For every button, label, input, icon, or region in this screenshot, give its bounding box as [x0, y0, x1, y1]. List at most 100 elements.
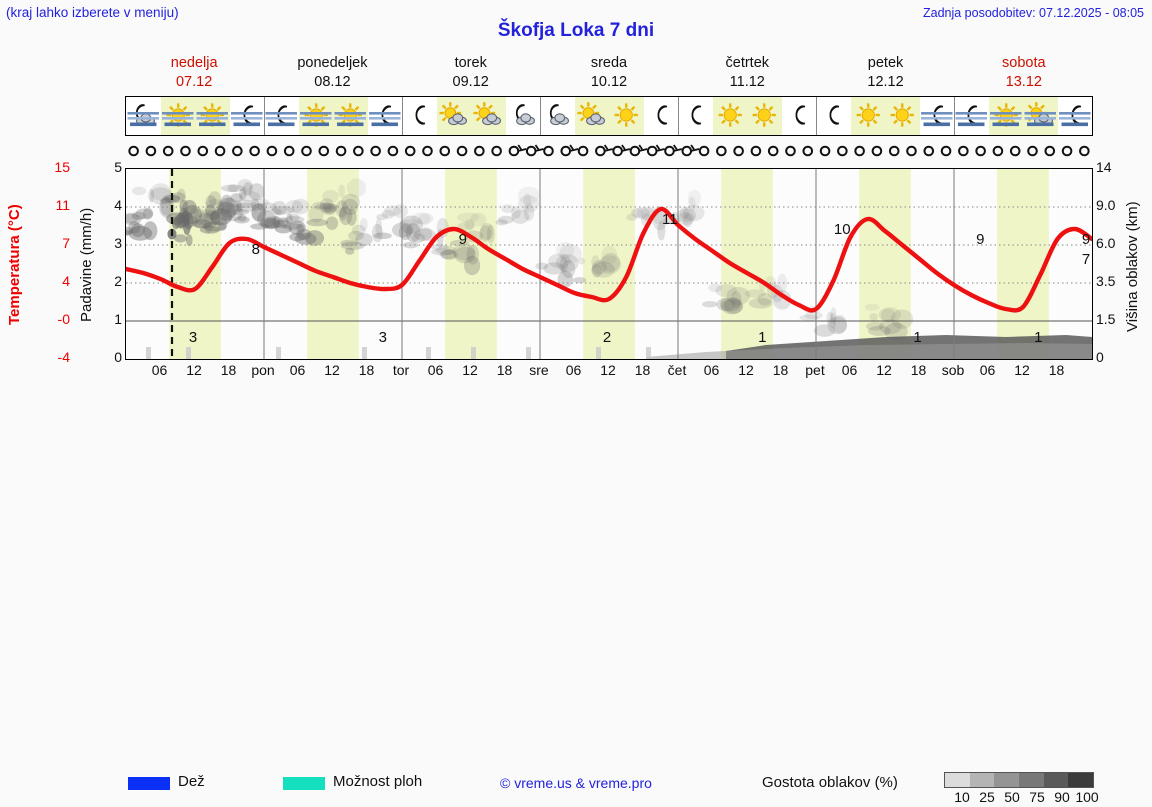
cloud-density-step: [945, 773, 970, 787]
temperature-tick: 15: [54, 159, 70, 175]
weather-icon-cell: [126, 97, 161, 135]
time-tick-label: 06: [703, 362, 720, 378]
sun-cloud-icon: [1023, 97, 1058, 135]
weather-icon-cell: [920, 97, 955, 135]
showers-swatch: [283, 777, 325, 790]
page-title: Škofja Loka 7 dni: [497, 20, 655, 41]
cloud-density-title: Gostota oblakov (%): [762, 774, 898, 791]
sun-icon: [713, 97, 748, 135]
moon-icon: [920, 97, 955, 135]
temperature-axis-label: Temperatura (°C): [6, 204, 23, 326]
weather-icon-cell: [850, 97, 885, 135]
temp-min-label: 3: [188, 329, 198, 346]
cloudheight-tick: 14: [1096, 159, 1112, 175]
sun-icon: [333, 97, 368, 135]
time-tick-label: 18: [220, 362, 237, 378]
moon-icon: [678, 97, 713, 135]
temp-max-label: 9: [1081, 231, 1091, 248]
time-tick-label: 18: [496, 362, 513, 378]
moon-icon: [230, 97, 265, 135]
sun-cloud-icon: [575, 97, 610, 135]
moon-icon: [368, 97, 403, 135]
time-tick-label: 06: [151, 362, 168, 378]
rain-swatch: [128, 777, 170, 790]
temp-min-label: 3: [378, 329, 387, 346]
moon-icon: [816, 97, 851, 135]
temp-max-label: 8: [251, 241, 260, 258]
moon-icon: [402, 97, 437, 135]
weather-icon-cell: [264, 97, 299, 135]
cloudheight-tick: 0: [1096, 349, 1104, 365]
precipitation-tick-labels: 5 4 3 2 1 0: [96, 159, 122, 365]
time-tick-label: 18: [634, 362, 651, 378]
moon-icon: [644, 97, 679, 135]
time-tick-label: čet: [667, 362, 687, 378]
cloud-density-step: [969, 773, 995, 787]
time-tick-label: 06: [841, 362, 858, 378]
moon-cloud-icon: [126, 97, 161, 135]
weather-icon-cell: [816, 97, 851, 135]
moon-cloud-icon: [540, 97, 575, 135]
weather-icon-cell: [195, 97, 230, 135]
time-tick-label: 12: [462, 362, 478, 378]
weather-icon-cell: [782, 97, 817, 135]
temp-max-label: 11: [661, 211, 678, 228]
weather-icon-cell: [747, 97, 782, 135]
sun-icon: [195, 97, 230, 135]
wind-barb-strip: [125, 140, 1093, 162]
weather-icon-cell: [333, 97, 368, 135]
day-name: petek: [867, 55, 904, 71]
day-name: torek: [454, 55, 487, 71]
weather-icon-cell: [230, 97, 265, 135]
cloud-density-step: [994, 773, 1020, 787]
time-tick-label: 12: [1014, 362, 1030, 378]
temp-min-label: 2: [602, 329, 612, 346]
sun-icon: [747, 97, 782, 135]
day-header-cell: sobota 13.12: [955, 54, 1093, 94]
sun-icon: [989, 97, 1024, 135]
weather-icon-cell: [609, 97, 644, 135]
weather-icon-cell: [678, 97, 713, 135]
cloudheight-tick-labels: 14 9.0 6.0 3.5 1.5 0: [1096, 159, 1136, 365]
sun-cloud-icon: [471, 97, 506, 135]
weather-icon-cell: [160, 97, 196, 135]
temp-max-label: 10: [833, 221, 851, 238]
cloud-density-step-label: 25: [979, 789, 995, 805]
day-header-cell: torek 09.12: [402, 54, 540, 94]
temperature-tick: -0: [57, 311, 70, 327]
moon-cloud-icon: [506, 97, 541, 135]
moon-icon: [264, 97, 299, 135]
weather-icon-cell: [885, 97, 920, 135]
time-tick-label: sob: [941, 362, 965, 378]
weather-icon-strip: [125, 96, 1093, 136]
time-tick-label: pet: [805, 362, 825, 378]
copyright-link[interactable]: © vreme.us & vreme.pro: [500, 775, 652, 791]
day-header-cell: ponedeljek 08.12: [263, 54, 401, 94]
day-name: ponedeljek: [297, 55, 368, 71]
sun-icon: [161, 97, 196, 135]
cloud-density-step-label: 10: [954, 789, 970, 805]
day-name: sreda: [590, 55, 628, 71]
cloudheight-tick: 3.5: [1096, 273, 1116, 289]
precipitation-tick: 0: [114, 349, 122, 365]
legend: Dež Možnost ploh © vreme.us & vreme.pro …: [0, 386, 1152, 805]
day-header-cell: sreda 10.12: [540, 54, 678, 94]
day-name: sobota: [1002, 55, 1046, 71]
time-tick-label: 12: [324, 362, 340, 378]
time-tick-label: 18: [358, 362, 375, 378]
cloud-density-step: [1043, 773, 1069, 787]
temp-min-label: 1: [758, 329, 767, 346]
weather-icon-cell: [712, 97, 748, 135]
temperature-tick: -4: [57, 349, 70, 365]
time-tick-label: 18: [910, 362, 927, 378]
showers-label: Možnost ploh: [333, 773, 423, 790]
day-header-cell: četrtek 11.12: [678, 54, 816, 94]
weather-icon-cell: [540, 97, 575, 135]
weather-icon-cell: [574, 97, 610, 135]
weather-icon-cell: [954, 97, 989, 135]
cloudheight-tick: 6.0: [1096, 235, 1116, 251]
cloudheight-tick: 9.0: [1096, 197, 1116, 213]
time-tick-label: 06: [427, 362, 444, 378]
cloud-density-step-label: 75: [1029, 789, 1045, 805]
day-name: četrtek: [725, 55, 770, 71]
